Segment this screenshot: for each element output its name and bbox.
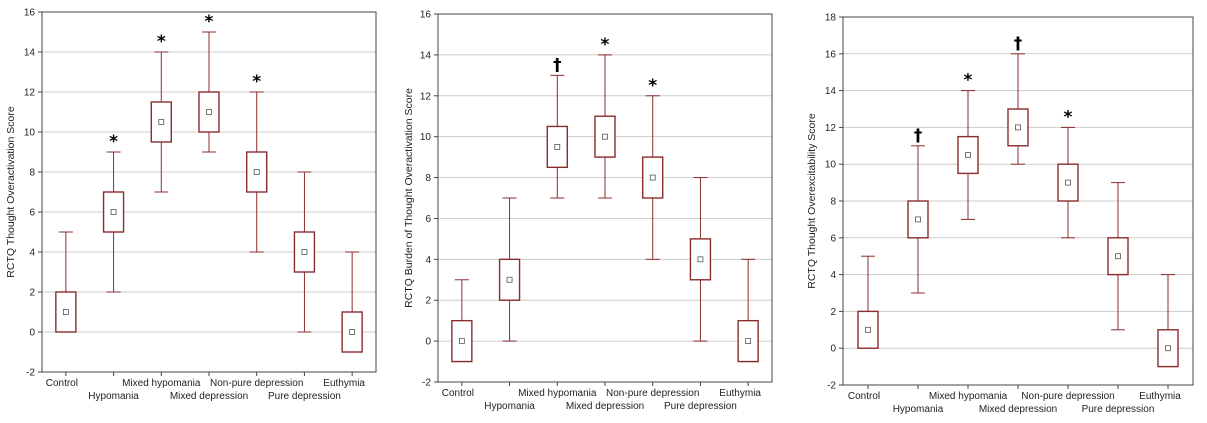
x-category-label: Pure depression	[268, 391, 341, 402]
y-tick-label: 6	[830, 233, 836, 244]
x-category-label: Hypomania	[893, 404, 944, 415]
y-tick-label: 0	[425, 337, 431, 348]
significance-asterisk: *	[205, 12, 214, 32]
x-category-label: Pure depression	[1082, 404, 1155, 415]
x-category-label: Mixed hypomania	[929, 391, 1008, 402]
median-marker	[206, 109, 212, 115]
y-tick-label: 18	[825, 13, 837, 24]
y-tick-label: 4	[425, 255, 431, 266]
median-marker	[301, 249, 308, 255]
chart-panel-2: -2 0 2 4 6 8 10 12 14 16 RCTQ Burden of Thought Ov…	[403, 10, 773, 412]
median-marker	[1015, 124, 1021, 131]
x-category-label: Mixed hypomania	[518, 388, 597, 399]
y-axis-label: RCTQ Thought Overexcitability Score	[806, 113, 818, 289]
median-marker	[458, 338, 465, 345]
y-tick-label: 12	[24, 88, 36, 99]
significance-asterisk: *	[157, 32, 166, 52]
median-marker	[965, 152, 971, 158]
significance-asterisk: *	[964, 71, 973, 91]
significance-asterisk: *	[109, 132, 118, 152]
x-category-label: Control	[848, 391, 880, 402]
significance-dagger: †	[1014, 34, 1023, 54]
y-tick-label: 4	[29, 248, 35, 259]
median-marker	[62, 309, 69, 315]
x-category-label: Mixed depression	[979, 404, 1057, 415]
y-tick-label: 12	[825, 123, 837, 134]
y-tick-label: 14	[825, 86, 837, 97]
x-category-label: Control	[442, 388, 474, 399]
x-category-label: Control	[46, 378, 78, 389]
y-tick-label: 10	[24, 128, 36, 139]
y-tick-label: -2	[26, 368, 35, 379]
y-tick-label: 2	[425, 296, 431, 307]
y-tick-label: 16	[825, 49, 837, 60]
x-category-label: Mixed hypomania	[122, 378, 201, 389]
median-marker	[865, 326, 871, 333]
significance-asterisk: *	[601, 35, 610, 55]
median-marker	[110, 209, 117, 215]
y-axis-label: RCTQ Burden of Thought Overactivation Sc…	[403, 88, 415, 308]
x-category-label: Euthymia	[323, 378, 365, 389]
median-marker	[1065, 179, 1071, 186]
y-tick-label: 4	[830, 270, 836, 281]
y-tick-label: 16	[24, 8, 36, 19]
median-marker	[697, 256, 704, 263]
median-marker	[158, 119, 165, 125]
y-tick-label: 10	[825, 160, 837, 171]
median-marker	[649, 174, 656, 181]
y-axis-label: RCTQ Thought Overactivation Score	[5, 106, 17, 278]
median-marker	[915, 216, 921, 223]
median-marker	[602, 133, 608, 140]
median-marker	[253, 169, 260, 175]
median-marker	[506, 276, 513, 283]
significance-asterisk: *	[648, 76, 657, 96]
y-tick-label: 2	[830, 307, 836, 318]
x-category-label: Euthymia	[719, 388, 761, 399]
y-tick-label: -2	[827, 381, 836, 392]
y-tick-label: 16	[420, 10, 432, 21]
median-marker	[554, 143, 561, 150]
x-category-label: Mixed depression	[170, 391, 248, 402]
median-marker	[349, 329, 356, 335]
y-tick-label: 0	[830, 344, 836, 355]
chart-panel-3: -2 0 2 4 6 8 10 12 14 16 18 RCTQ Thought Overexcita…	[806, 13, 1194, 415]
y-tick-label: -2	[422, 378, 431, 389]
significance-asterisk: *	[252, 72, 261, 92]
median-marker	[1115, 253, 1121, 260]
y-tick-label: 6	[425, 214, 431, 225]
chart-panel-1: -2 0 2 4 6 8 10 12 14 16 RCTQ Thought Overactivati…	[5, 8, 377, 402]
y-tick-label: 2	[29, 288, 35, 299]
y-tick-label: 8	[425, 173, 431, 184]
y-tick-label: 8	[830, 197, 836, 208]
x-category-label: Pure depression	[664, 401, 737, 412]
median-marker	[745, 338, 752, 345]
significance-asterisk: *	[1064, 107, 1073, 127]
median-marker	[1165, 345, 1171, 352]
y-tick-label: 0	[29, 328, 35, 339]
y-tick-label: 14	[24, 48, 36, 59]
x-category-label: Non-pure depression	[210, 378, 303, 389]
y-tick-label: 14	[420, 50, 432, 61]
y-tick-label: 12	[420, 91, 432, 102]
y-tick-label: 10	[420, 132, 432, 143]
x-category-label: Mixed depression	[566, 401, 644, 412]
significance-dagger: †	[914, 126, 923, 146]
x-category-label: Euthymia	[1139, 391, 1181, 402]
significance-dagger: †	[553, 55, 562, 75]
y-tick-label: 8	[29, 168, 35, 179]
x-category-label: Hypomania	[484, 401, 535, 412]
y-tick-label: 6	[29, 208, 35, 219]
x-category-label: Non-pure depression	[606, 388, 699, 399]
x-category-label: Hypomania	[88, 391, 139, 402]
x-category-label: Non-pure depression	[1021, 391, 1114, 402]
